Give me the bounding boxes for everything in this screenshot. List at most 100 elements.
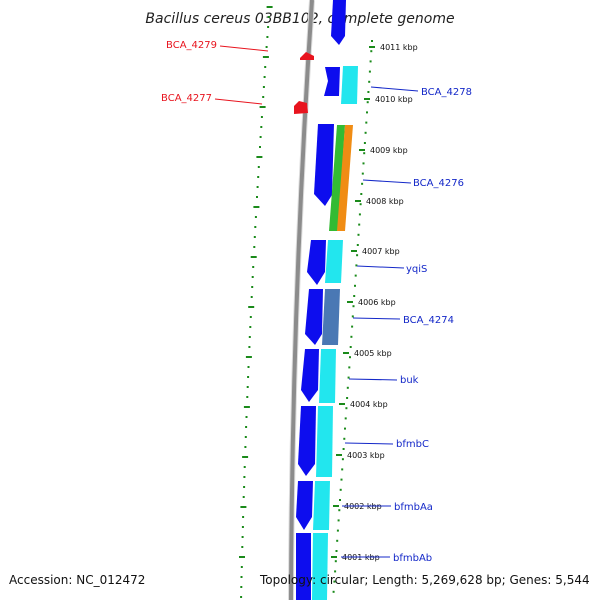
kbp-tick-label: 4008 kbp xyxy=(366,197,404,206)
outer-tick xyxy=(244,446,247,448)
outer-tick xyxy=(256,156,263,158)
outer-tick xyxy=(244,436,247,438)
outer-tick xyxy=(247,376,250,378)
gene-label-BCA_4278[interactable]: BCA_4278 xyxy=(421,87,472,98)
cds-BCA_4278-cyan[interactable] xyxy=(341,66,358,104)
ruler-minor-tick xyxy=(334,560,337,563)
outer-tick xyxy=(242,496,245,498)
ruler-minor-tick xyxy=(361,172,364,175)
outer-tick xyxy=(253,206,260,208)
cds-buk-cyan[interactable] xyxy=(319,349,336,403)
cds-bfmbAa-cyan[interactable] xyxy=(313,481,330,530)
ruler-minor-tick xyxy=(344,417,347,420)
cds-BCA_4274-blue[interactable] xyxy=(305,289,323,345)
gene-label-bfmbC[interactable]: bfmbC xyxy=(396,439,429,450)
ruler-minor-tick xyxy=(338,509,341,512)
outer-tick xyxy=(262,86,265,88)
outer-tick xyxy=(251,276,254,278)
ruler-minor-tick xyxy=(369,60,372,63)
cds-bfmbC-cyan[interactable] xyxy=(316,406,333,477)
ruler-minor-tick xyxy=(341,468,344,471)
ruler-major-tick xyxy=(359,149,365,151)
ruler-minor-tick xyxy=(370,50,373,53)
outer-tick xyxy=(259,146,261,148)
outer-tick xyxy=(259,136,262,138)
ruler-minor-tick xyxy=(348,366,351,369)
outer-tick xyxy=(248,336,251,338)
outer-tick xyxy=(260,126,263,128)
ruler-minor-tick xyxy=(339,499,341,501)
outer-tick xyxy=(264,66,267,68)
cds-yqiS-blue[interactable] xyxy=(307,240,326,285)
leader-yqiS xyxy=(356,265,405,269)
ruler-minor-tick xyxy=(364,131,367,134)
outer-tick xyxy=(247,366,250,368)
outer-tick xyxy=(245,356,252,358)
outer-tick xyxy=(241,536,244,538)
cds-BCA_4278-blue[interactable] xyxy=(324,67,340,96)
outer-tick xyxy=(243,466,246,468)
ruler-minor-tick xyxy=(334,570,337,573)
outer-tick xyxy=(259,106,266,108)
outer-tick xyxy=(240,596,243,598)
cds-yqiS-cyan[interactable] xyxy=(325,240,343,283)
cds-bfmbAb-blue[interactable] xyxy=(296,533,311,600)
ruler-minor-tick xyxy=(351,315,354,318)
outer-tick xyxy=(267,26,270,28)
ruler-minor-tick xyxy=(368,80,371,83)
gene-marker-BCA_4277[interactable] xyxy=(294,101,308,114)
gene-label-BCA_4277[interactable]: BCA_4277 xyxy=(161,93,212,104)
gene-label-bfmbAb[interactable]: bfmbAb xyxy=(393,553,432,564)
forward-gene-labels: BCA_4278 BCA_4276 yqiS BCA_4274 buk bfmb… xyxy=(341,86,472,564)
outer-tick xyxy=(245,426,248,428)
ruler-minor-tick xyxy=(335,550,338,552)
gene-label-BCA_4279[interactable]: BCA_4279 xyxy=(166,40,217,51)
gene-label-yqiS[interactable]: yqiS xyxy=(406,264,427,275)
cds-BCA_4276-green[interactable] xyxy=(329,125,345,231)
gene-label-BCA_4276[interactable]: BCA_4276 xyxy=(413,178,464,189)
outer-tick xyxy=(242,456,249,458)
ruler-minor-tick xyxy=(353,295,356,297)
cds-bfmbAa-blue[interactable] xyxy=(296,481,313,530)
cds-top-partial[interactable] xyxy=(331,0,346,45)
ruler-major-tick xyxy=(369,46,375,48)
outer-tick xyxy=(262,56,269,58)
outer-tick xyxy=(266,6,273,8)
outer-tick xyxy=(248,306,255,308)
ruler-major-tick xyxy=(355,200,361,202)
outer-tick xyxy=(251,286,254,288)
gene-label-buk[interactable]: buk xyxy=(400,375,419,386)
outer-tick xyxy=(252,266,255,268)
ruler-minor-tick xyxy=(360,193,363,195)
ruler-minor-tick xyxy=(351,325,354,328)
ruler-minor-tick xyxy=(361,182,364,185)
ruler-minor-tick xyxy=(344,427,346,430)
outer-tick xyxy=(243,476,246,478)
outer-tick xyxy=(250,256,257,258)
gene-marker-BCA_4279[interactable] xyxy=(300,52,314,60)
ruler-minor-tick xyxy=(357,233,360,236)
outer-tick xyxy=(265,46,268,48)
outer-tick xyxy=(257,166,260,168)
ruler-minor-tick xyxy=(336,529,339,532)
gene-label-bfmbAa[interactable]: bfmbAa xyxy=(394,502,433,513)
ruler-minor-tick xyxy=(350,335,353,338)
cds-BCA_4274-steel[interactable] xyxy=(322,289,340,345)
ruler-minor-tick xyxy=(366,111,368,114)
kbp-tick-label: 4003 kbp xyxy=(347,451,385,460)
outer-tick xyxy=(242,516,245,518)
forward-strand-cds xyxy=(296,0,358,600)
kbp-tick-label: 4006 kbp xyxy=(358,298,396,307)
cds-BCA_4276-orange[interactable] xyxy=(337,125,353,231)
outer-tick xyxy=(241,546,244,548)
ruler-minor-tick xyxy=(349,346,352,348)
cds-bfmbC-blue[interactable] xyxy=(298,406,316,476)
cds-bfmbAb-cyan[interactable] xyxy=(312,533,328,600)
ruler-major-tick xyxy=(339,403,345,405)
ruler-minor-tick xyxy=(368,70,371,73)
outer-tick xyxy=(246,396,249,398)
cds-BCA_4276-blue[interactable] xyxy=(314,124,334,206)
gene-label-BCA_4274[interactable]: BCA_4274 xyxy=(403,315,454,326)
cds-buk-blue[interactable] xyxy=(301,349,319,402)
leader-BCA_4278 xyxy=(370,86,419,92)
